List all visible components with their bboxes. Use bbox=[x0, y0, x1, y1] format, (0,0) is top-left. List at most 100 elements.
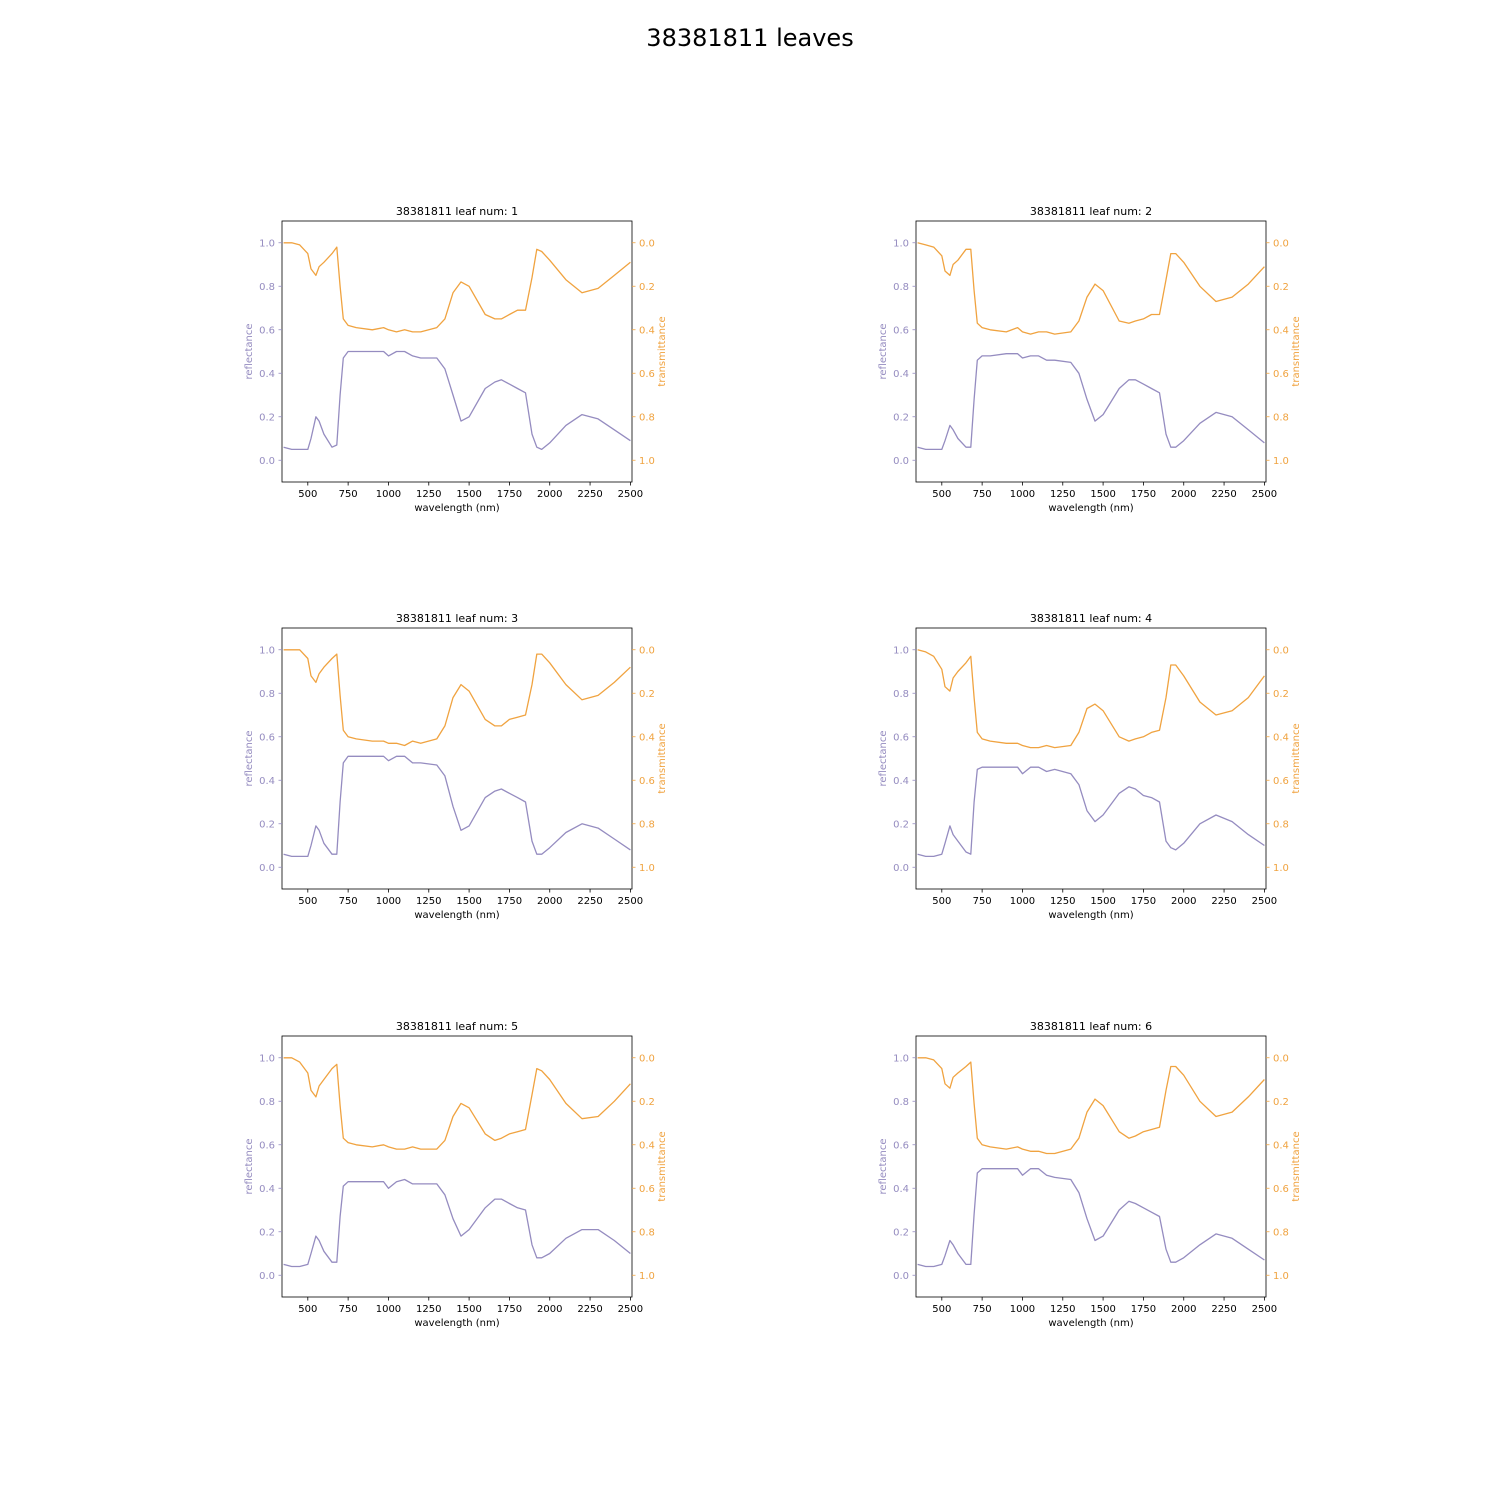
y-tick-label: 0.6 bbox=[259, 325, 275, 336]
y-tick-label: 0.0 bbox=[893, 863, 909, 874]
y-tick-label: 1.0 bbox=[893, 238, 909, 249]
y-tick-label: 0.8 bbox=[893, 1097, 909, 1108]
plot-frame bbox=[281, 1035, 633, 1298]
y-tick-label: 0.0 bbox=[259, 863, 275, 874]
reflectance-line bbox=[917, 766, 1265, 858]
x-tick-label: 500 bbox=[932, 1304, 951, 1315]
y-tick-label: 0.4 bbox=[259, 776, 275, 787]
y2-tick-label: 0.0 bbox=[639, 1053, 655, 1064]
y2-axis-label: transmittance bbox=[1291, 723, 1302, 793]
x-tick-label: 1000 bbox=[376, 1304, 401, 1315]
plot-frame bbox=[281, 627, 633, 890]
y2-tick-label: 0.6 bbox=[639, 1184, 655, 1195]
y-tick-label: 0.8 bbox=[259, 282, 275, 293]
y-axis-label: reflectance bbox=[244, 1138, 255, 1194]
transmittance-line bbox=[283, 1057, 631, 1150]
y2-tick-label: 0.0 bbox=[1273, 1053, 1289, 1064]
y2-tick-label: 0.2 bbox=[639, 282, 655, 293]
y2-tick-label: 1.0 bbox=[1273, 456, 1289, 467]
y-tick-label: 0.8 bbox=[893, 282, 909, 293]
transmittance-line bbox=[283, 649, 631, 747]
y-tick-label: 0.6 bbox=[893, 1140, 909, 1151]
reflectance-line bbox=[917, 353, 1265, 451]
x-tick-label: 1500 bbox=[1090, 1304, 1115, 1315]
y2-tick-label: 0.6 bbox=[639, 369, 655, 380]
y2-tick-label: 0.8 bbox=[1273, 819, 1289, 830]
y-tick-label: 1.0 bbox=[893, 1053, 909, 1064]
x-tick-label: 1000 bbox=[376, 896, 401, 907]
x-tick-label: 1250 bbox=[416, 489, 441, 500]
y-tick-label: 0.0 bbox=[893, 1271, 909, 1282]
x-tick-label: 2250 bbox=[1211, 896, 1236, 907]
x-tick-label: 1500 bbox=[456, 1304, 481, 1315]
y-tick-label: 0.6 bbox=[259, 1140, 275, 1151]
reflectance-line bbox=[283, 350, 631, 451]
plot-frame bbox=[915, 220, 1267, 483]
x-tick-label: 1500 bbox=[456, 896, 481, 907]
y2-axis-label: transmittance bbox=[1291, 1131, 1302, 1201]
x-tick-label: 2000 bbox=[537, 489, 562, 500]
y2-tick-label: 1.0 bbox=[1273, 1271, 1289, 1282]
y-tick-label: 0.0 bbox=[893, 456, 909, 467]
x-tick-label: 1750 bbox=[1131, 1304, 1156, 1315]
x-tick-label: 1250 bbox=[416, 1304, 441, 1315]
y-tick-label: 0.8 bbox=[893, 689, 909, 700]
y2-tick-label: 0.4 bbox=[1273, 1140, 1289, 1151]
x-tick-label: 2250 bbox=[1211, 1304, 1236, 1315]
x-tick-label: 500 bbox=[298, 489, 317, 500]
subplot-title: 38381811 leaf num: 1 bbox=[396, 205, 518, 218]
reflectance-line bbox=[283, 755, 631, 858]
x-tick-label: 1750 bbox=[497, 1304, 522, 1315]
x-tick-label: 2500 bbox=[1252, 1304, 1277, 1315]
x-tick-label: 750 bbox=[339, 896, 358, 907]
subplot-5: 38381811 leaf num: 5 500 750 1000 1250 1500 17… bbox=[244, 1020, 668, 1329]
y2-tick-label: 0.2 bbox=[1273, 1097, 1289, 1108]
x-tick-label: 2500 bbox=[618, 1304, 643, 1315]
y2-tick-label: 0.6 bbox=[1273, 776, 1289, 787]
y-tick-label: 0.6 bbox=[259, 732, 275, 743]
x-axis-label: wavelength (nm) bbox=[414, 910, 499, 921]
x-tick-label: 1500 bbox=[456, 489, 481, 500]
x-axis-label: wavelength (nm) bbox=[1048, 503, 1133, 514]
x-tick-label: 750 bbox=[973, 489, 992, 500]
subplot-title: 38381811 leaf num: 4 bbox=[1030, 612, 1152, 625]
y-axis-label: reflectance bbox=[244, 730, 255, 786]
y-tick-label: 0.2 bbox=[259, 819, 275, 830]
y-tick-label: 0.2 bbox=[259, 412, 275, 423]
y-tick-label: 0.4 bbox=[893, 1184, 909, 1195]
y-axis-label: reflectance bbox=[244, 323, 255, 379]
x-tick-label: 2250 bbox=[1211, 489, 1236, 500]
transmittance-line bbox=[917, 242, 1265, 335]
y2-axis-label: transmittance bbox=[657, 723, 668, 793]
y2-tick-label: 0.8 bbox=[1273, 1227, 1289, 1238]
reflectance-line bbox=[917, 1168, 1265, 1268]
y-tick-label: 1.0 bbox=[893, 645, 909, 656]
y2-tick-label: 0.4 bbox=[639, 732, 655, 743]
y2-tick-label: 0.8 bbox=[639, 412, 655, 423]
x-tick-label: 2000 bbox=[1171, 896, 1196, 907]
y-tick-label: 0.0 bbox=[259, 456, 275, 467]
y-axis-label: reflectance bbox=[878, 323, 889, 379]
y2-tick-label: 1.0 bbox=[639, 863, 655, 874]
y-tick-label: 0.8 bbox=[259, 1097, 275, 1108]
subplot-3: 38381811 leaf num: 3 500 750 1000 1250 1500 17… bbox=[244, 612, 668, 921]
x-axis-label: wavelength (nm) bbox=[414, 1318, 499, 1329]
x-tick-label: 2000 bbox=[1171, 489, 1196, 500]
y2-tick-label: 0.6 bbox=[1273, 369, 1289, 380]
x-tick-label: 500 bbox=[298, 896, 317, 907]
plot-frame bbox=[915, 627, 1267, 890]
y2-tick-label: 0.6 bbox=[639, 776, 655, 787]
y-tick-label: 0.0 bbox=[259, 1271, 275, 1282]
x-tick-label: 1250 bbox=[1050, 896, 1075, 907]
transmittance-line bbox=[917, 649, 1265, 749]
y2-axis-label: transmittance bbox=[657, 316, 668, 386]
x-tick-label: 750 bbox=[339, 1304, 358, 1315]
x-tick-label: 2250 bbox=[577, 896, 602, 907]
subplot-1: 38381811 leaf num: 1 500 750 1000 1250 1500 17… bbox=[244, 205, 668, 514]
x-tick-label: 2500 bbox=[618, 896, 643, 907]
y-tick-label: 1.0 bbox=[259, 645, 275, 656]
subplot-title: 38381811 leaf num: 5 bbox=[396, 1020, 518, 1033]
y-axis-label: reflectance bbox=[878, 730, 889, 786]
y2-tick-label: 0.8 bbox=[639, 819, 655, 830]
x-tick-label: 1750 bbox=[1131, 489, 1156, 500]
